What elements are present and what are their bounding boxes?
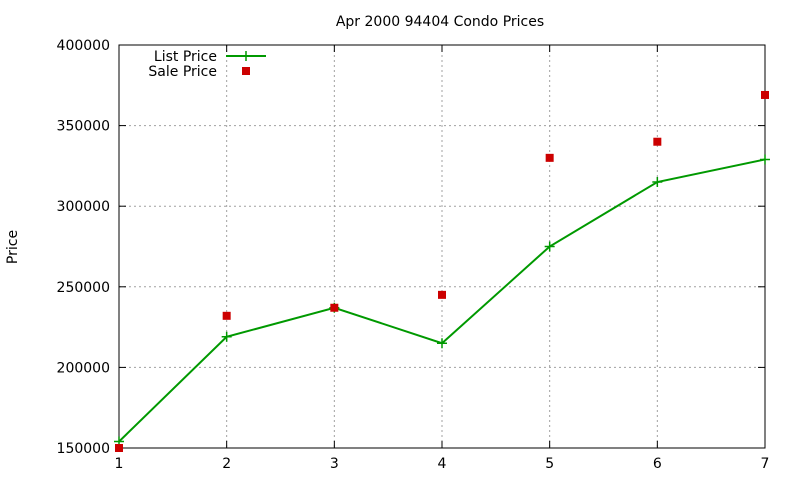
legend-label-list-price: List Price [154, 49, 217, 65]
list-price-point [652, 177, 663, 188]
sale-price-point [330, 303, 339, 312]
legend-marker-sale-price [242, 67, 250, 75]
y-axis-label: Price [5, 230, 21, 264]
list-price-point [437, 338, 447, 349]
sale-price-point [222, 311, 231, 320]
y-tick-label: 350000 [57, 119, 110, 135]
list-price-point [760, 154, 770, 165]
chart-title: Apr 2000 94404 Condo Prices [336, 14, 544, 30]
x-tick-label: 6 [653, 456, 662, 472]
legend-label-sale-price: Sale Price [148, 64, 217, 80]
y-tick-label: 300000 [57, 199, 110, 215]
y-tick-label: 150000 [57, 441, 110, 457]
grid-lines [119, 45, 765, 448]
x-tick-label: 5 [545, 456, 554, 472]
x-tick-label: 1 [115, 456, 124, 472]
sale-price-point [545, 153, 554, 162]
x-tick-label: 3 [330, 456, 339, 472]
sale-price-point [761, 90, 769, 99]
y-tick-label: 250000 [57, 280, 110, 296]
axis-ticks: 150000 200000 250000 300000 350000 400000 1 2 3 4… [57, 38, 770, 472]
y-tick-label: 200000 [57, 360, 110, 376]
x-tick-label: 2 [222, 456, 231, 472]
sale-price-point [653, 137, 662, 146]
series-layer [114, 90, 770, 452]
sale-price-point [438, 290, 446, 299]
legend-marker-list-price [241, 51, 251, 61]
plot-frame [118, 44, 766, 449]
list-price-point [221, 331, 232, 342]
sale-price-point [115, 444, 123, 452]
x-tick-label: 7 [761, 456, 770, 472]
list-price-point [544, 241, 555, 252]
legend: List Price Sale Price [148, 49, 266, 80]
x-tick-label: 4 [438, 456, 447, 472]
y-tick-label: 400000 [57, 38, 110, 54]
